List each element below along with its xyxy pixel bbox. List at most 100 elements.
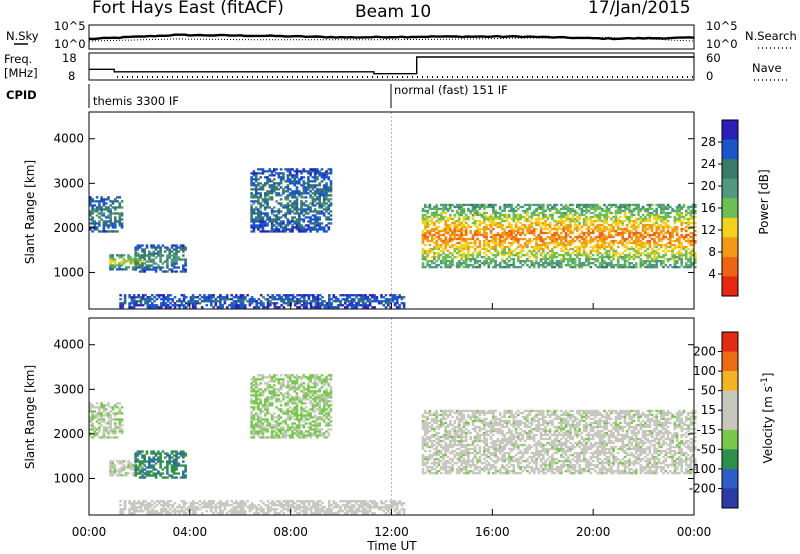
power-cell [257, 298, 261, 301]
power-cell [650, 203, 654, 207]
power-cell [141, 248, 144, 251]
power-cell [182, 254, 185, 257]
power-cell [644, 215, 647, 219]
power-cell [464, 258, 468, 261]
power-cell [118, 222, 122, 225]
power-cell [494, 217, 497, 221]
power-cell [362, 296, 365, 299]
power-cell [680, 247, 683, 251]
power-cell [580, 243, 584, 247]
power-cell [120, 218, 124, 221]
velocity-cell [254, 380, 258, 383]
power-cell [560, 239, 563, 243]
power-cell [286, 220, 290, 223]
power-cell [444, 258, 447, 261]
power-cell [607, 235, 611, 239]
power-cell [318, 302, 322, 305]
power-cell [489, 262, 493, 265]
power-cell [295, 180, 299, 183]
power-cell [557, 260, 561, 263]
power-cell [571, 241, 575, 245]
power-cell [143, 250, 146, 253]
power-cell [689, 266, 693, 269]
velocity-cell [163, 456, 167, 459]
power-cell [346, 306, 349, 309]
power-cell [630, 266, 634, 269]
velocity-cell [136, 470, 139, 473]
velocity-cell [109, 426, 112, 429]
power-cell [564, 205, 568, 209]
power-cell [519, 231, 522, 235]
power-cell [121, 304, 125, 307]
power-cell [566, 249, 570, 253]
velocity-cell [275, 432, 278, 435]
power-cell [601, 241, 604, 245]
power-cell [639, 217, 643, 221]
power-cell [523, 243, 527, 247]
power-cell [630, 231, 634, 235]
power-cell [161, 254, 165, 257]
power-cell [325, 230, 328, 233]
power-cell [157, 250, 160, 253]
power-cell [571, 262, 575, 265]
power-cell [250, 218, 253, 221]
power-cell [664, 247, 668, 251]
velocity-cell [172, 476, 176, 479]
velocity-cell [259, 388, 262, 391]
power-cell [589, 256, 593, 259]
power-cell [118, 196, 122, 199]
power-cell [628, 239, 631, 243]
power-cell [660, 225, 663, 229]
velocity-cell [179, 452, 183, 455]
power-cell [546, 231, 550, 235]
power-cell [653, 239, 656, 243]
power-cell [669, 258, 672, 261]
velocity-cell [270, 402, 274, 405]
power-cell [603, 243, 606, 247]
velocity-cell [286, 414, 290, 417]
power-cell [587, 233, 590, 237]
power-cell [157, 244, 160, 247]
power-cell [523, 203, 527, 207]
power-cell [569, 227, 572, 231]
power-cell [691, 254, 695, 257]
power-cell [325, 192, 328, 195]
power-cell [478, 254, 482, 257]
power-cell [259, 302, 263, 305]
velocity-cell [93, 414, 97, 417]
power-cell [309, 304, 313, 307]
power-cell [131, 262, 135, 265]
power-cell [573, 217, 577, 221]
power-cell [532, 229, 536, 233]
power-cell [298, 170, 301, 173]
power-cell [501, 243, 504, 247]
power-cell [514, 221, 518, 225]
power-cell [576, 223, 579, 227]
power-cell [316, 302, 320, 305]
power-cell [582, 231, 586, 235]
velocity-cell [102, 408, 106, 411]
power-cell [535, 227, 538, 231]
power-cell [159, 246, 162, 249]
power-cell [177, 266, 181, 269]
power-cell [114, 218, 117, 221]
power-cell [460, 225, 463, 229]
power-cell [102, 198, 106, 201]
velocity-cell [284, 374, 287, 377]
power-cell [185, 302, 188, 305]
power-cell [585, 207, 588, 211]
power-cell [442, 227, 445, 231]
power-cell [172, 254, 176, 257]
power-cell [535, 219, 538, 223]
power-cell [523, 211, 527, 215]
power-cell [607, 227, 611, 231]
power-cell [508, 225, 511, 229]
power-cell [689, 213, 693, 217]
power-cell [104, 198, 108, 201]
power-cell [282, 228, 285, 231]
power-cell [89, 214, 92, 217]
power-cell [650, 229, 654, 233]
power-cell [214, 302, 218, 305]
power-cell [569, 260, 572, 263]
power-cell [248, 304, 252, 307]
